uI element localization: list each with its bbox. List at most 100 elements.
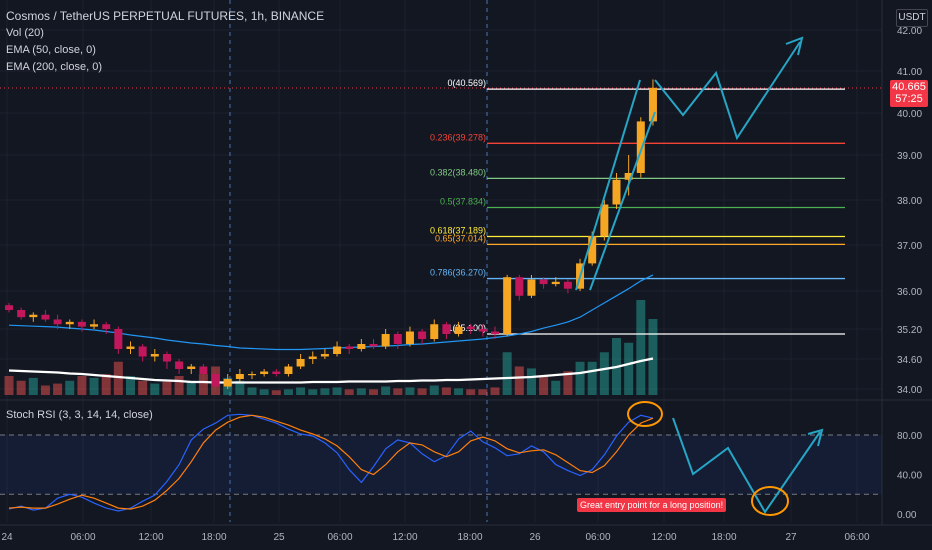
candle-body [126,346,135,349]
candle-body [405,331,414,344]
candle-body [320,354,329,357]
volume-bar [4,376,14,395]
volume-bar [198,374,208,395]
candle-body [102,324,111,329]
candle-body [357,344,366,349]
candle-body [53,319,62,325]
ema50-line [8,274,654,351]
volume-bar [429,385,439,395]
volume-bar [563,371,573,395]
price-tick-label: 35.20 [897,325,922,336]
time-tick-label: 25 [273,532,285,543]
candle-body [296,359,305,367]
candle-body [235,374,244,379]
candle-body [41,314,50,320]
price-tick-label: 39.00 [897,151,922,162]
stoch-d-line [8,414,654,510]
volume-bar [417,388,427,395]
candle-body [588,236,597,264]
candle-body [442,324,451,334]
volume-bar [308,389,318,395]
stoch-projection-path [672,417,821,514]
candle-body [138,346,147,357]
candle-body [563,281,572,289]
volume-bar [150,383,160,395]
oversold-circle [751,486,789,516]
ema200-line [8,357,654,384]
fib-level-label: 0.65(37.014) [435,233,486,243]
volume-bar [259,389,269,395]
candle-body [539,279,548,285]
volume-bar [526,368,536,395]
candle-body [624,173,633,180]
price-tick-label: 42.00 [897,26,922,37]
legend-ema50[interactable]: EMA (50, close, 0) [6,44,96,56]
candle-body [29,314,38,318]
volume-bar [599,352,609,395]
time-tick-label: 12:00 [392,532,417,543]
legend-ema200[interactable]: EMA (200, close, 0) [6,61,102,73]
last-price-value: 40.665 [892,81,926,93]
candle-body [260,371,269,374]
candle-body [187,366,196,369]
stoch-rsi-pane [0,413,882,512]
stoch-tick-label: 40.00 [897,471,922,482]
price-tick-label: 41.00 [897,67,922,78]
volume-bar [539,376,549,395]
price-tick-label: 34.60 [897,355,922,366]
candle-body [333,346,342,354]
channel-line-upper [575,79,641,291]
candle-body [114,329,123,349]
axes: 34.00 34.60 35.20 36.00 37.00 38.00 39.00 40.00… [1,26,922,543]
volume-bar [186,380,196,395]
legend-stoch-rsi[interactable]: Stoch RSI (3, 3, 14, 14, close) [6,409,153,421]
volume-bar [40,385,50,395]
fib-level-label: 0(40.569) [447,78,486,88]
volume-bar [16,380,26,395]
volume-bar [454,388,464,395]
volume-bar [162,381,172,395]
currency-button[interactable]: USDT [896,9,928,27]
volume-bar [514,366,524,395]
candle-body [418,331,427,339]
price-tick-label: 37.00 [897,241,922,252]
candle-body [345,346,354,349]
volume-bar [138,380,148,395]
time-tick-label: 06:00 [70,532,95,543]
fib-level-label: 0.382(38.480) [430,167,486,177]
candle-body [90,324,99,327]
volume-bar [65,380,75,395]
price-tick-label: 34.00 [897,385,922,396]
volume-bar [381,386,391,395]
volume-bar [369,389,378,395]
volume-bar [247,387,257,395]
candle-body [454,326,463,334]
volume-bar [551,380,561,395]
candle-body [478,329,487,332]
volume-bar [478,389,488,395]
time-tick-label: 06:00 [844,532,869,543]
candle-body [612,179,621,205]
price-tick-label: 40.00 [897,109,922,120]
projection-drawings [575,36,824,516]
volume-bar [575,361,585,395]
time-tick-label: 27 [785,532,797,543]
time-tick-label: 18:00 [201,532,226,543]
candle-body [65,321,74,325]
candle-body [381,334,390,347]
price-projection-path [654,41,801,141]
stoch-tick-label: 0.00 [897,510,917,521]
entry-annotation: Great entry point for a long position! [577,498,727,512]
volume-bar [174,376,184,395]
fib-level-label: 0.618(37.189) [430,225,486,235]
time-tick-label: 26 [529,532,541,543]
candle-body [515,277,524,296]
legend-volume[interactable]: Vol (20) [6,27,44,39]
candle-body [248,374,256,376]
candle-body [369,344,378,347]
candle-body [77,321,86,327]
time-tick-label: 06:00 [327,532,352,543]
volume-bar [636,300,646,395]
candle-body [272,371,281,374]
